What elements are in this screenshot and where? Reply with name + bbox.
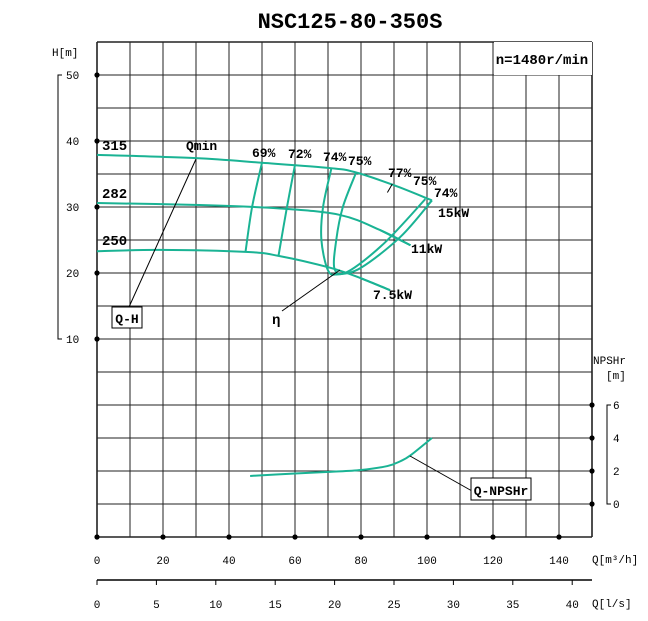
x2-tick-label: 25 <box>387 600 400 612</box>
qh-label-box <box>111 306 143 329</box>
chart-title: NSC125-80-350S <box>258 10 443 35</box>
x-tick-dot <box>292 534 298 540</box>
qh-label: Q-H <box>115 312 138 327</box>
eff-label-74-right: 74% <box>434 186 458 201</box>
diameter-label-282: 282 <box>102 187 127 203</box>
y2-tick-dot <box>589 402 595 408</box>
x2-tick-label: 40 <box>566 600 579 612</box>
x2-axis-label: Q[l/s] <box>592 599 632 611</box>
power-label-15kw: 15kW <box>438 206 469 221</box>
speed-label: n=1480r/min <box>496 53 588 69</box>
npsh-leader <box>409 455 473 492</box>
qh-curve-315 <box>96 153 433 202</box>
efficiency-curve-72 <box>277 164 296 257</box>
npsh-curve <box>250 437 433 477</box>
x2-tick-label: 15 <box>269 600 282 612</box>
power-label-11kw: 11kW <box>411 242 442 257</box>
power-label-7-5kw: 7.5kW <box>373 288 412 303</box>
npsh-label-box <box>470 477 532 501</box>
y2-axis-bracket <box>606 404 611 505</box>
efficiency-curve-77 <box>386 183 393 193</box>
x-tick-label: 120 <box>483 556 503 568</box>
efficiency-curve-75 <box>332 172 427 276</box>
y-axis-bracket <box>57 74 62 340</box>
eff-label-75-right: 75% <box>413 174 437 189</box>
x-tick-dot <box>490 534 496 540</box>
x-tick-dot <box>160 534 166 540</box>
y-tick-label: 50 <box>66 71 79 83</box>
y2-tick-dot <box>589 501 595 507</box>
x-tick-label: 20 <box>156 556 169 568</box>
y2-axis-label-2: [m] <box>606 371 626 383</box>
curves <box>96 153 433 477</box>
power-curve-7-5kw <box>360 277 391 292</box>
x-tick-dot <box>556 534 562 540</box>
y-tick-dot <box>94 72 100 78</box>
y2-tick-dot <box>589 468 595 474</box>
x-tick-label: 60 <box>288 556 301 568</box>
y-tick-dot <box>94 336 100 342</box>
power-curve-11kw <box>379 229 411 247</box>
x2-tick-label: 10 <box>209 600 222 612</box>
eta-label: η <box>272 313 280 329</box>
diameter-label-315: 315 <box>102 139 127 155</box>
y2-tick-label: 4 <box>613 434 620 446</box>
y-axis-label: H[m] <box>52 48 78 60</box>
y2-tick-label: 6 <box>613 401 620 413</box>
eff-label-74: 74% <box>323 150 347 165</box>
y-tick-label: 10 <box>66 335 79 347</box>
y2-tick-label: 0 <box>613 500 620 512</box>
npsh-label: Q-NPSHr <box>474 484 529 499</box>
x2-tick-label: 30 <box>447 600 460 612</box>
eff-label-75: 75% <box>348 154 372 169</box>
eff-label-69: 69% <box>252 146 276 161</box>
eff-label-77: 77% <box>388 166 412 181</box>
power-curve-15kw <box>426 199 433 207</box>
qh-curve-250 <box>96 248 391 292</box>
labels: n=1480r/min H[m] NPSHr [m] Q[m³/h] Q[l/s… <box>52 42 638 611</box>
y2-tick-dot <box>589 435 595 441</box>
x-tick-label: 40 <box>222 556 235 568</box>
qmin-leader <box>128 158 197 308</box>
x-tick-dot <box>424 534 430 540</box>
x-tick-label: 0 <box>94 556 101 568</box>
speed-label-box <box>494 42 592 75</box>
x-tick-label: 140 <box>549 556 569 568</box>
x2-tick-label: 5 <box>153 600 160 612</box>
qh-curve-282 <box>96 202 411 247</box>
x-axis-label: Q[m³/h] <box>592 555 638 567</box>
x-tick-dot <box>226 534 232 540</box>
x-tick-dot <box>358 534 364 540</box>
diameter-label-250: 250 <box>102 234 127 250</box>
y2-axis-label-1: NPSHr <box>593 356 626 368</box>
x-tick-label: 80 <box>354 556 367 568</box>
qmin-label: Qmin <box>186 139 217 154</box>
eff-label-72: 72% <box>288 147 312 162</box>
x2-tick-label: 35 <box>506 600 519 612</box>
x2-tick-label: 0 <box>94 600 101 612</box>
x-tick-dot <box>94 534 100 540</box>
y-tick-dot <box>94 270 100 276</box>
y-tick-dot <box>94 138 100 144</box>
x-tick-label: 100 <box>417 556 437 568</box>
y-tick-label: 30 <box>66 203 79 215</box>
y-tick-label: 20 <box>66 269 79 281</box>
y-tick-dot <box>94 204 100 210</box>
eta-leader <box>281 269 341 312</box>
y-tick-label: 40 <box>66 137 79 149</box>
efficiency-curve-69 <box>244 162 263 253</box>
x2-tick-label: 20 <box>328 600 341 612</box>
y2-tick-label: 2 <box>613 467 620 479</box>
